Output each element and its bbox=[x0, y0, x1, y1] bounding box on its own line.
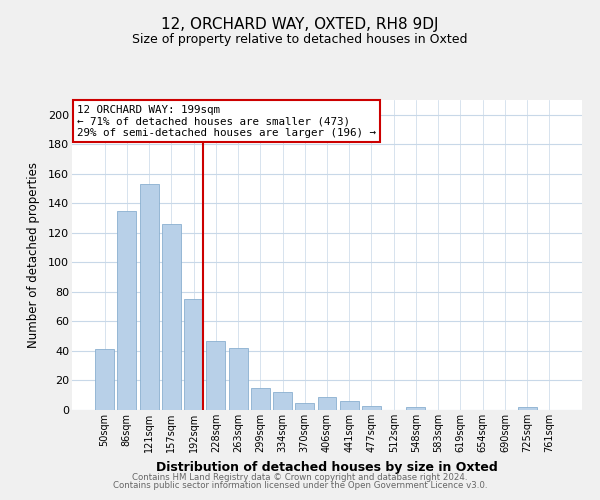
Bar bbox=[518, 407, 536, 410]
Bar bbox=[406, 407, 425, 410]
Bar bbox=[317, 396, 337, 410]
Bar bbox=[362, 406, 381, 410]
Bar bbox=[229, 348, 248, 410]
Bar bbox=[251, 388, 270, 410]
Text: Size of property relative to detached houses in Oxted: Size of property relative to detached ho… bbox=[132, 32, 468, 46]
Bar bbox=[162, 224, 181, 410]
Text: Contains HM Land Registry data © Crown copyright and database right 2024.: Contains HM Land Registry data © Crown c… bbox=[132, 473, 468, 482]
Bar bbox=[140, 184, 158, 410]
Bar bbox=[184, 300, 203, 410]
Text: Contains public sector information licensed under the Open Government Licence v3: Contains public sector information licen… bbox=[113, 482, 487, 490]
Bar bbox=[95, 350, 114, 410]
X-axis label: Distribution of detached houses by size in Oxted: Distribution of detached houses by size … bbox=[156, 460, 498, 473]
Bar bbox=[118, 210, 136, 410]
Bar bbox=[340, 401, 359, 410]
Text: 12 ORCHARD WAY: 199sqm
← 71% of detached houses are smaller (473)
29% of semi-de: 12 ORCHARD WAY: 199sqm ← 71% of detached… bbox=[77, 104, 376, 138]
Bar bbox=[273, 392, 292, 410]
Y-axis label: Number of detached properties: Number of detached properties bbox=[27, 162, 40, 348]
Bar bbox=[295, 402, 314, 410]
Text: 12, ORCHARD WAY, OXTED, RH8 9DJ: 12, ORCHARD WAY, OXTED, RH8 9DJ bbox=[161, 18, 439, 32]
Bar bbox=[206, 340, 225, 410]
